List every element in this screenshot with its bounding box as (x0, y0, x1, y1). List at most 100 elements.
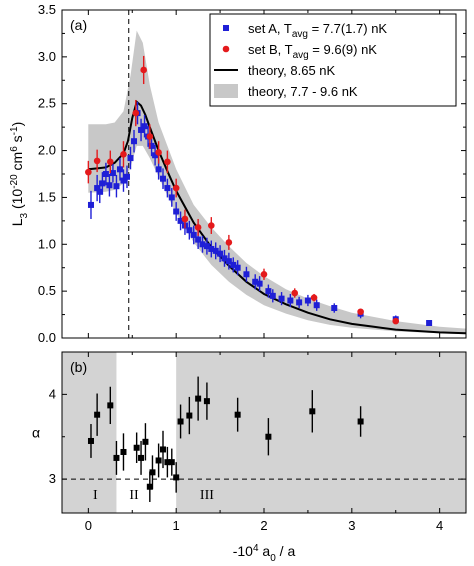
data-point-set-a (94, 185, 101, 192)
region-labels: I II III (93, 488, 214, 503)
legend-text-part: set A, T (248, 21, 292, 36)
y-tick-label-a: 0.5 (38, 283, 56, 298)
data-point-set-a (116, 166, 123, 173)
data-point-set-a (225, 258, 232, 265)
alpha-point (177, 418, 184, 425)
y-title-part: ) (9, 122, 25, 127)
data-point-set-a (287, 297, 294, 304)
alpha-point (186, 412, 193, 419)
data-point-set-a (304, 297, 311, 304)
data-point-set-a (269, 292, 276, 299)
panel-label-b: (b) (70, 359, 87, 375)
alpha-point (107, 402, 114, 409)
data-point-set-a (99, 180, 106, 187)
data-point-set-a (173, 208, 180, 215)
theory-band-layer (88, 30, 467, 335)
data-point-set-b (140, 66, 147, 74)
data-point-set-b (310, 294, 318, 302)
legend-swatch-band (214, 84, 238, 98)
shaded-region (62, 352, 117, 513)
alpha-point (138, 454, 145, 461)
data-point-set-a (155, 166, 162, 173)
data-point-set-a (152, 152, 159, 159)
data-point-set-b (291, 289, 299, 297)
x-axis-ticks-a (87, 10, 441, 338)
y-title-part: -1 (9, 126, 20, 135)
alpha-point (173, 474, 180, 481)
data-point-set-a (296, 299, 303, 306)
data-point-set-a (141, 123, 148, 130)
alpha-point (87, 437, 94, 444)
data-point-set-b (164, 158, 171, 166)
data-point-set-a (265, 288, 272, 295)
data-point-set-a (203, 243, 210, 250)
y-title-part: 6 (9, 146, 20, 152)
x-title-part: / a (276, 543, 296, 559)
x-axis-title: -104 a0 / a (233, 543, 296, 564)
region-label: II (129, 488, 139, 503)
data-point-set-a (127, 155, 134, 162)
y-tick-label-b: 4 (49, 386, 56, 401)
data-point-set-a (168, 194, 175, 201)
legend-subscript: avg (293, 50, 309, 61)
y-title-part: -20 (9, 174, 20, 189)
y-tick-label-a: 1.0 (38, 236, 56, 251)
legend-subscript: avg (292, 29, 308, 40)
data-point-set-a (113, 183, 120, 190)
y-tick-label-a: 2.0 (38, 143, 56, 158)
alpha-point (142, 438, 149, 445)
alpha-points-layer (87, 376, 364, 502)
data-point-set-a (195, 236, 202, 243)
data-point-set-b (181, 215, 189, 223)
data-point-set-a (148, 142, 155, 149)
alpha-point (120, 448, 127, 455)
data-point-set-a (278, 295, 285, 302)
data-point-set-a (164, 185, 171, 192)
legend-label-setB: set B, Tavg = 9.6(9) nK (248, 42, 377, 61)
x-title-part: a (259, 543, 271, 559)
data-point-set-b (260, 270, 268, 278)
alpha-point (203, 398, 210, 405)
data-point-set-a (212, 247, 219, 254)
data-points-layer (85, 55, 433, 327)
data-point-set-a (106, 182, 113, 189)
data-point-set-a (87, 201, 94, 208)
alpha-point (149, 469, 156, 476)
data-point-set-a (252, 278, 259, 285)
legend-text-part: set B, T (248, 42, 293, 57)
legend-text-part: = 7.7(1.7) nK (308, 21, 387, 36)
alpha-point (94, 411, 101, 418)
x-title-part: -10 (233, 543, 253, 559)
y-axis-ticks-a: 0.0 0.5 1.0 1.5 2.0 2.5 3.0 3.5 (38, 2, 466, 345)
theory-curve-layer (88, 99, 467, 335)
data-point-set-a (160, 175, 166, 182)
y-tick-label-a: 0.0 (38, 330, 56, 345)
data-point-set-b (194, 224, 202, 231)
x-axis-ticks-b: 0 1 2 3 4 (85, 352, 443, 533)
y-axis-ticks-b: 34 (49, 386, 466, 486)
data-point-set-b (132, 109, 140, 117)
data-point-set-a (331, 305, 338, 312)
data-point-set-a (190, 231, 197, 238)
x-tick-label: 4 (436, 518, 443, 533)
panel-a: 0.0 0.5 1.0 1.5 2.0 2.5 3.0 3.5 (a) L3 (10-20 c… (9, 2, 467, 345)
data-point-set-a (256, 280, 263, 287)
theory-band (88, 30, 467, 335)
data-point-set-a (230, 261, 237, 268)
y-axis-title-a: L3 (10-20 cm6 s-1) (9, 122, 30, 227)
x-tick-label: 1 (173, 518, 180, 533)
alpha-point (133, 444, 140, 451)
data-point-set-a (208, 245, 215, 252)
data-point-set-a (131, 138, 138, 145)
data-point-set-a (221, 255, 228, 262)
y-tick-label-a: 3.5 (38, 2, 56, 17)
y-tick-label-a: 1.5 (38, 189, 56, 204)
data-point-set-a (426, 320, 433, 327)
data-point-set-b (120, 151, 127, 158)
x-title-part: 4 (253, 543, 259, 554)
alpha-point (265, 433, 272, 440)
alpha-point (164, 459, 171, 466)
alpha-point (160, 446, 166, 453)
